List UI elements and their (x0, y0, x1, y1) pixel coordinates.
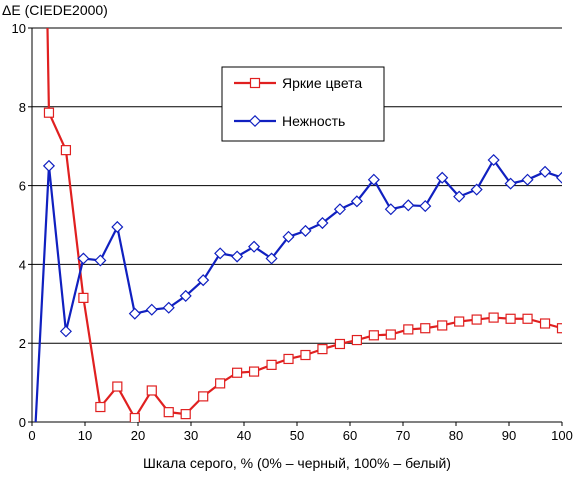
data-point (232, 367, 243, 378)
data-point (470, 183, 483, 196)
data-point (146, 385, 157, 396)
data-point (402, 199, 415, 212)
data-point (316, 216, 329, 230)
data-point (504, 177, 517, 190)
y-tick-label: 4 (19, 257, 26, 272)
data-point (129, 412, 140, 422)
legend-entry: Нежность (234, 113, 345, 129)
data-point (42, 159, 56, 172)
data-point (471, 314, 482, 325)
y-tick-label: 2 (19, 336, 26, 351)
data-point (419, 200, 432, 213)
data-point (333, 203, 346, 216)
data-point (299, 224, 312, 237)
data-point (283, 353, 294, 365)
data-point (59, 325, 72, 338)
legend-marker (248, 114, 262, 128)
legend-box (221, 66, 385, 142)
data-point (454, 316, 465, 327)
legend-label: Нежность (282, 113, 345, 129)
series-2 (34, 153, 562, 422)
data-point (403, 324, 414, 335)
data-point (488, 312, 499, 323)
data-point (214, 247, 227, 260)
data-point (266, 359, 277, 370)
data-point (248, 366, 260, 377)
y-tick-label: 6 (19, 179, 26, 194)
data-point (350, 195, 363, 208)
data-point (538, 165, 552, 178)
data-point (231, 250, 244, 263)
y-axis-title: ΔE (CIEDE2000) (2, 2, 108, 18)
data-point (162, 301, 175, 314)
data-point (368, 330, 379, 341)
data-point (78, 292, 89, 303)
x-tick-label: 10 (78, 428, 92, 443)
x-tick-label: 100 (551, 428, 573, 443)
x-tick-label: 20 (131, 428, 145, 443)
data-point (522, 313, 533, 324)
data-point (180, 409, 191, 420)
legend-marker (249, 77, 261, 89)
x-axis-title: Шкала серого, % (0% – черный, 100% – бел… (143, 455, 451, 471)
axes (28, 27, 563, 426)
data-point (95, 401, 106, 413)
data-point (384, 203, 397, 216)
legend-label: Яркие цвета (282, 75, 362, 91)
data-point (215, 378, 226, 389)
data-point (94, 254, 107, 267)
data-point (282, 230, 295, 243)
x-tick-label: 80 (449, 428, 463, 443)
data-point (351, 334, 362, 346)
legend-entry: Яркие цвета (234, 75, 362, 91)
data-point (385, 329, 396, 340)
data-point (487, 153, 500, 167)
data-point (539, 318, 551, 329)
data-point (556, 323, 562, 334)
data-point (163, 407, 174, 418)
x-tick-label: 70 (396, 428, 410, 443)
data-point (367, 173, 380, 186)
data-point (436, 171, 449, 184)
legend: Яркие цвета Нежность (221, 66, 385, 142)
series-group (34, 28, 562, 422)
data-point (555, 171, 562, 184)
data-point (317, 344, 328, 355)
data-point (437, 320, 448, 331)
y-tick-label: 8 (19, 100, 26, 115)
data-point (179, 289, 192, 302)
data-point (197, 274, 210, 287)
x-tick-label: 30 (184, 428, 198, 443)
data-point (265, 252, 278, 265)
data-point (198, 391, 209, 402)
y-tick-label: 0 (19, 415, 26, 430)
x-tick-label: 40 (237, 428, 251, 443)
y-tick-label: 10 (12, 21, 26, 36)
data-point (300, 349, 311, 361)
data-point (334, 338, 346, 350)
data-point (112, 381, 123, 392)
data-point (128, 307, 141, 320)
x-tick-label: 90 (502, 428, 516, 443)
gridlines (32, 27, 562, 344)
data-point (453, 190, 466, 203)
data-point (521, 173, 534, 186)
data-point (420, 323, 431, 334)
x-tick-label: 60 (343, 428, 357, 443)
data-point (248, 240, 261, 253)
data-point (145, 303, 158, 316)
series-line (34, 158, 562, 422)
series-1 (43, 28, 562, 422)
data-point (505, 313, 516, 324)
data-point (77, 252, 90, 265)
x-tick-label: 50 (290, 428, 304, 443)
data-point (60, 145, 72, 156)
data-point (43, 107, 55, 118)
data-point (111, 220, 124, 234)
x-tick-label: 0 (28, 428, 35, 443)
